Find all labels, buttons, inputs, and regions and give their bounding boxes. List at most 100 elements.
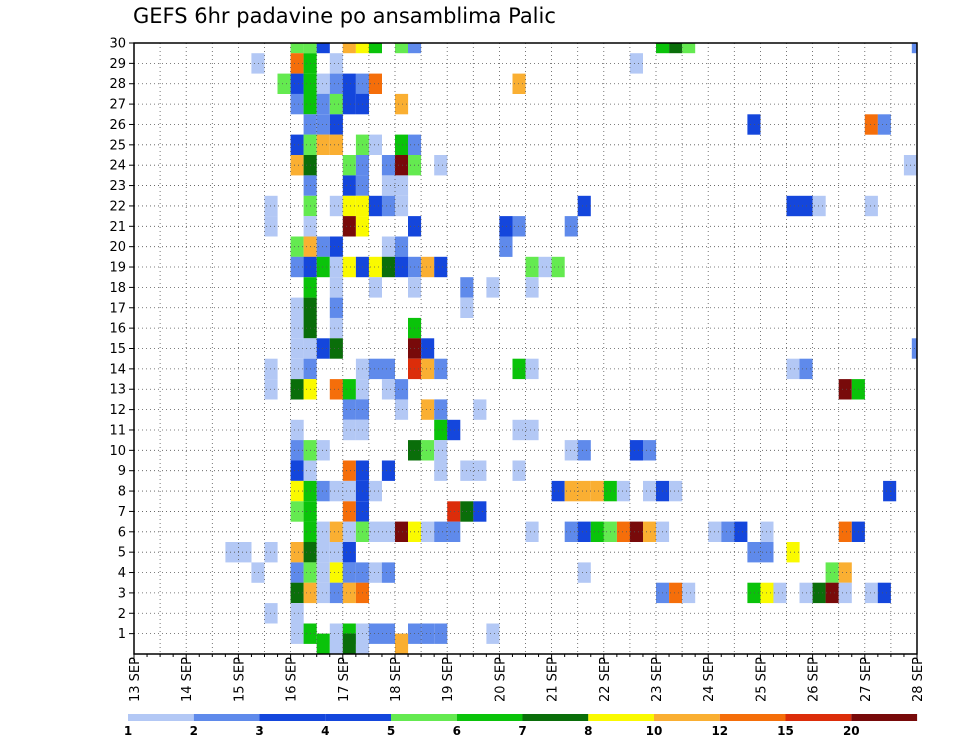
heatmap-cell	[395, 93, 409, 115]
heatmap-cell	[316, 236, 330, 257]
heatmap-cell	[825, 582, 839, 604]
y-tick-label: 5	[118, 546, 126, 561]
heatmap-cell	[682, 43, 696, 54]
heatmap-cell	[773, 582, 787, 604]
heatmap-cell	[316, 542, 330, 563]
heatmap-cell	[342, 501, 356, 522]
heatmap-cell	[290, 53, 304, 74]
heatmap-cell	[577, 521, 591, 542]
heatmap-cell	[355, 633, 369, 654]
heatmap-cell	[486, 623, 500, 644]
heatmap-cell	[408, 43, 422, 54]
heatmap-cell	[264, 603, 278, 624]
heatmap-cell	[381, 155, 395, 176]
heatmap-cell	[434, 358, 448, 380]
heatmap-cell	[368, 73, 382, 94]
heatmap-cell	[342, 256, 356, 278]
heatmap-cell	[395, 256, 409, 278]
colorbar-label: 15	[777, 724, 794, 738]
heatmap-cell	[290, 358, 304, 380]
heatmap-cell	[316, 562, 330, 583]
x-tick-label: 19 SEP	[441, 657, 456, 702]
colorbar-swatch	[456, 714, 523, 721]
heatmap-cell	[434, 155, 448, 176]
heatmap-cell	[447, 521, 461, 542]
y-tick-label: 13	[109, 383, 126, 398]
heatmap-cell	[342, 175, 356, 196]
y-tick-label: 22	[109, 199, 126, 214]
heatmap-cell	[747, 582, 761, 604]
heatmap-cell	[473, 399, 487, 420]
heatmap-cell	[290, 93, 304, 115]
heatmap-cell	[381, 358, 395, 380]
heatmap-cell	[290, 317, 304, 339]
heatmap-cell	[734, 521, 748, 542]
heatmap-cell	[421, 358, 435, 380]
heatmap-cell	[329, 521, 343, 542]
y-tick-label: 26	[109, 118, 126, 133]
heatmap-cell	[329, 134, 343, 155]
heatmap-cell	[864, 582, 878, 604]
heatmap-cell	[342, 419, 356, 441]
heatmap-cell	[786, 195, 800, 217]
heatmap-cell	[473, 460, 487, 481]
x-tick-label: 16 SEP	[285, 657, 300, 702]
heatmap-cell	[342, 43, 356, 54]
y-tick-label: 29	[109, 57, 126, 72]
heatmap-cell	[877, 582, 891, 604]
heatmap-cell	[525, 358, 539, 380]
heatmap-cell	[747, 542, 761, 563]
heatmap-cell	[434, 460, 448, 481]
heatmap-cell	[421, 623, 435, 644]
heatmap-cell	[316, 582, 330, 604]
colorbar-label: 6	[453, 724, 461, 738]
heatmap-cell	[395, 399, 409, 420]
heatmap-cell	[290, 562, 304, 583]
heatmap-cell	[342, 93, 356, 115]
heatmap-cell	[342, 480, 356, 502]
heatmap-cell	[329, 236, 343, 257]
x-tick-label: 17 SEP	[337, 657, 352, 702]
heatmap-cell	[564, 440, 578, 461]
heatmap-cell	[473, 501, 487, 522]
x-axis: 13 SEP 14 SEP 15 SEP 16 SEP 17 SEP 18 SEP 19 S…	[128, 654, 926, 702]
heatmap-cell	[368, 256, 382, 278]
heatmap-cell	[329, 73, 343, 94]
heatmap-cell	[290, 460, 304, 481]
heatmap-cell	[329, 317, 343, 339]
heatmap-cell	[499, 236, 513, 257]
heatmap-cell	[290, 582, 304, 604]
y-tick-label: 14	[109, 362, 126, 377]
heatmap-cell	[512, 358, 526, 380]
y-tick-label: 18	[109, 281, 126, 296]
heatmap-cell	[368, 521, 382, 542]
heatmap-cell	[381, 379, 395, 400]
heatmap-cell	[342, 73, 356, 94]
heatmap-cells	[225, 43, 917, 654]
heatmap-cell	[838, 521, 852, 542]
heatmap-cell	[911, 43, 917, 54]
heatmap-cell	[838, 562, 852, 583]
colorbar-label: 10	[646, 724, 663, 738]
heatmap-cell	[329, 195, 343, 217]
heatmap-cell	[290, 297, 304, 318]
heatmap-cell	[434, 419, 448, 441]
heatmap-cell	[264, 542, 278, 563]
heatmap-cell	[564, 216, 578, 237]
heatmap-cell	[329, 256, 343, 278]
colorbar-label: 12	[711, 724, 728, 738]
heatmap-cell	[381, 236, 395, 257]
colorbar-label: 8	[584, 724, 592, 738]
colorbar-swatch	[851, 714, 918, 721]
heatmap-cell	[251, 53, 265, 74]
colorbar-swatch	[391, 714, 457, 721]
heatmap-cell	[316, 440, 330, 461]
heatmap-cell	[290, 379, 304, 400]
colorbar-label: 5	[387, 724, 395, 738]
heatmap-cell	[290, 623, 304, 644]
heatmap-cell	[290, 419, 304, 441]
heatmap-cell	[877, 114, 891, 135]
heatmap-cell	[342, 542, 356, 563]
y-tick-label: 10	[109, 444, 126, 459]
heatmap-cell	[329, 633, 343, 654]
